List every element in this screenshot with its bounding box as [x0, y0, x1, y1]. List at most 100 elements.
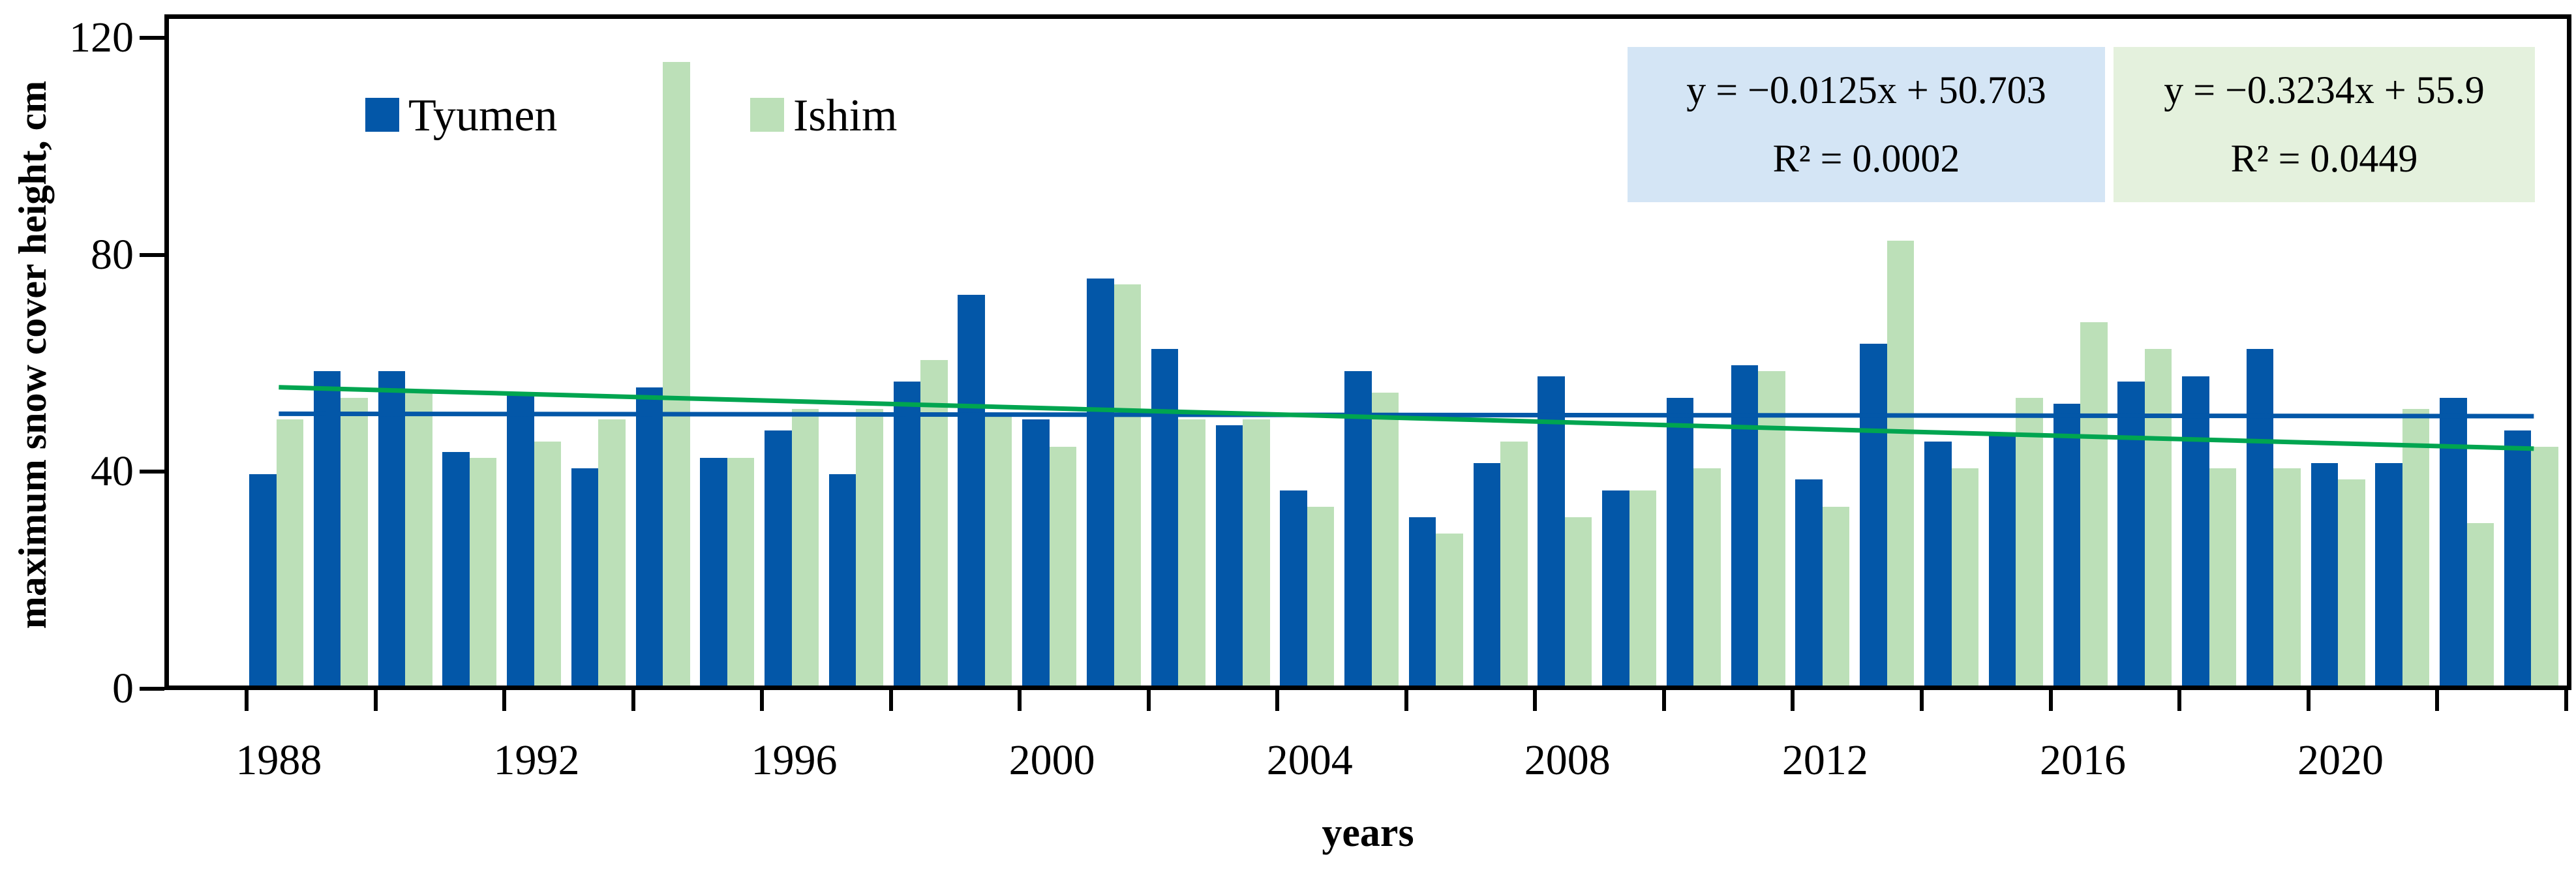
bar-tyumen-2004	[1280, 490, 1307, 686]
legend-swatch-ishim	[750, 98, 784, 132]
bar-ishim-2011	[1758, 370, 1785, 686]
bar-tyumen-2015	[1988, 436, 2016, 686]
y-tick-0	[140, 687, 164, 691]
bar-ishim-2022	[2466, 522, 2494, 686]
bar-tyumen-2008	[1538, 376, 1565, 686]
bar-ishim-2016	[2080, 322, 2108, 686]
bar-tyumen-2006	[1408, 517, 1436, 686]
bar-ishim-2000	[1049, 447, 1077, 686]
bar-tyumen-2014	[1924, 441, 1952, 686]
x-tick	[631, 690, 635, 711]
x-axis-title: years	[1322, 811, 1414, 855]
bar-ishim-1996	[791, 408, 819, 686]
bar-tyumen-2001	[1087, 279, 1114, 686]
bar-tyumen-2020	[2311, 463, 2339, 686]
bar-tyumen-2007	[1473, 463, 1501, 686]
y-tick-label-40: 40	[91, 447, 134, 496]
x-tick	[1146, 690, 1151, 711]
bar-ishim-2004	[1307, 506, 1335, 686]
x-tick-label-1992: 1992	[493, 736, 580, 784]
bar-ishim-2007	[1500, 441, 1528, 686]
bar-tyumen-2013	[1860, 344, 1887, 686]
bar-ishim-1988	[276, 419, 303, 686]
y-axis-title: maximum snow cover height, cm	[11, 80, 54, 629]
bar-tyumen-1993	[571, 468, 599, 686]
equation-ishim: y = −0.3234x + 55.9	[2164, 68, 2485, 112]
bar-ishim-1993	[598, 419, 626, 686]
x-tick	[2048, 690, 2053, 711]
x-tick	[1661, 690, 1666, 711]
y-tick-120	[140, 36, 164, 40]
x-tick-label-2020: 2020	[2297, 736, 2384, 784]
bar-ishim-2023	[2531, 447, 2558, 686]
x-tick	[1920, 690, 1924, 711]
bar-ishim-1994	[663, 61, 690, 686]
bar-ishim-2012	[1822, 506, 1850, 686]
x-tick	[760, 690, 765, 711]
x-tick	[1275, 690, 1280, 711]
y-tick-40	[140, 470, 164, 474]
bar-tyumen-1998	[893, 382, 921, 686]
bar-ishim-2010	[1693, 468, 1721, 686]
equation-box-tyumen: y = −0.0125x + 50.703 R² = 0.0002	[1628, 47, 2105, 202]
bar-ishim-2006	[1436, 534, 1463, 686]
legend-label-ishim: Ishim	[793, 91, 898, 141]
bar-tyumen-2005	[1344, 370, 1372, 686]
bar-ishim-2001	[1114, 284, 1141, 686]
x-tick	[502, 690, 507, 711]
x-tick	[1791, 690, 1795, 711]
bar-tyumen-2023	[2504, 430, 2532, 686]
bar-tyumen-2016	[2053, 403, 2081, 686]
bar-tyumen-2019	[2246, 349, 2274, 686]
bar-ishim-2013	[1887, 241, 1915, 686]
bar-tyumen-1990	[378, 370, 406, 686]
bar-tyumen-1995	[700, 457, 727, 686]
bar-tyumen-1988	[249, 474, 277, 686]
bar-ishim-2018	[2209, 468, 2237, 686]
y-tick-label-0: 0	[112, 665, 134, 712]
x-tick	[2435, 690, 2440, 711]
bar-tyumen-2021	[2375, 463, 2402, 686]
bar-tyumen-1989	[313, 370, 341, 686]
bar-tyumen-2018	[2182, 376, 2209, 686]
bar-ishim-2009	[1629, 490, 1657, 686]
x-tick-label-1996: 1996	[751, 736, 838, 784]
x-tick-label-2012: 2012	[1781, 736, 1868, 784]
bar-tyumen-1992	[507, 392, 534, 686]
legend-label-tyumen: Tyumen	[408, 91, 558, 141]
y-tick-label-120: 120	[69, 14, 134, 61]
bar-tyumen-2012	[1795, 479, 1823, 686]
x-tick-label-1988: 1988	[235, 736, 322, 784]
bar-ishim-2008	[1564, 517, 1592, 686]
bar-tyumen-2003	[1215, 425, 1243, 686]
r2-tyumen: R² = 0.0002	[1772, 137, 1960, 180]
y-tick-label-80: 80	[91, 230, 134, 279]
bar-ishim-2002	[1178, 419, 1205, 686]
x-tick	[1533, 690, 1538, 711]
bar-tyumen-2009	[1602, 490, 1629, 686]
x-tick	[2306, 690, 2311, 711]
bar-ishim-2021	[2402, 408, 2430, 686]
bar-tyumen-2010	[1666, 398, 1694, 686]
x-tick-label-2016: 2016	[2039, 736, 2126, 784]
bar-tyumen-1996	[765, 430, 792, 686]
legend-swatch-tyumen	[365, 98, 399, 132]
bar-tyumen-2002	[1151, 349, 1179, 686]
bar-ishim-2019	[2273, 468, 2301, 686]
bar-ishim-1995	[727, 457, 755, 686]
bar-tyumen-2011	[1731, 365, 1759, 686]
x-tick-label-2000: 2000	[1008, 736, 1095, 784]
bar-ishim-1999	[984, 414, 1012, 686]
bar-ishim-2015	[2016, 398, 2043, 686]
x-tick	[2564, 690, 2568, 711]
bar-tyumen-1994	[635, 387, 663, 686]
bar-ishim-2017	[2144, 349, 2172, 686]
bar-ishim-1992	[534, 441, 562, 686]
y-tick-80	[140, 252, 164, 257]
bar-tyumen-1999	[958, 295, 985, 686]
x-tick	[2177, 690, 2182, 711]
equation-tyumen: y = −0.0125x + 50.703	[1686, 68, 2046, 112]
bar-ishim-2020	[2338, 479, 2365, 686]
bar-ishim-1990	[405, 392, 432, 686]
x-tick	[373, 690, 378, 711]
